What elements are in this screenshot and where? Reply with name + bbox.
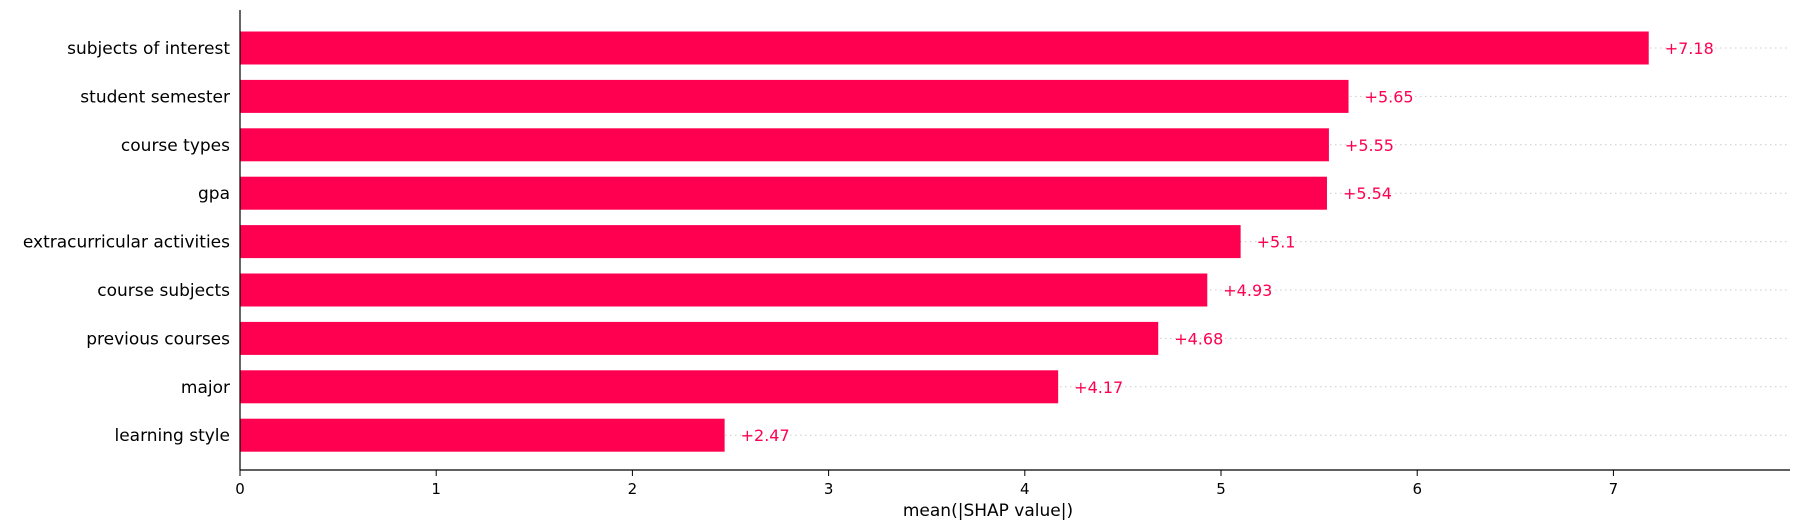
category-label: course subjects [97,281,230,301]
category-label: gpa [198,184,230,204]
category-label: student semester [80,87,230,107]
value-label: +5.1 [1257,233,1296,252]
bar [240,370,1059,404]
bar [240,79,1349,113]
value-label: +7.18 [1665,39,1714,58]
x-tick-label: 6 [1412,480,1422,498]
category-label: previous courses [86,329,230,349]
bar [240,225,1241,259]
category-labels: subjects of interest student semester cour… [23,39,230,446]
value-label: +5.54 [1343,184,1392,203]
category-label: course types [121,136,230,156]
x-ticks: 0 1 2 3 4 5 6 7 [235,470,1618,498]
x-tick-label: 2 [628,480,638,498]
bar [240,176,1327,210]
bars-group [240,31,1649,452]
value-label: +2.47 [741,426,790,445]
x-tick-label: 0 [235,480,245,498]
bar [240,321,1159,355]
value-label: +5.65 [1365,87,1414,106]
category-label: extracurricular activities [23,233,230,253]
category-label: learning style [114,426,230,446]
x-tick-label: 4 [1020,480,1030,498]
bar [240,418,725,452]
x-tick-label: 5 [1216,480,1226,498]
x-tick-label: 1 [431,480,441,498]
value-label: +4.93 [1223,281,1272,300]
value-labels: +7.18 +5.65 +5.55 +5.54 +5.1 +4.93 +4.68 +4.17 +… [741,39,1714,445]
x-axis-title: mean(|SHAP value|) [903,501,1073,521]
category-label: major [181,378,230,398]
value-label: +4.17 [1074,378,1123,397]
value-label: +4.68 [1174,329,1223,348]
x-tick-label: 7 [1609,480,1619,498]
bar [240,31,1649,65]
bar [240,128,1329,162]
category-label: subjects of interest [67,39,230,59]
value-label: +5.55 [1345,136,1394,155]
x-tick-label: 3 [824,480,834,498]
bar [240,273,1208,307]
